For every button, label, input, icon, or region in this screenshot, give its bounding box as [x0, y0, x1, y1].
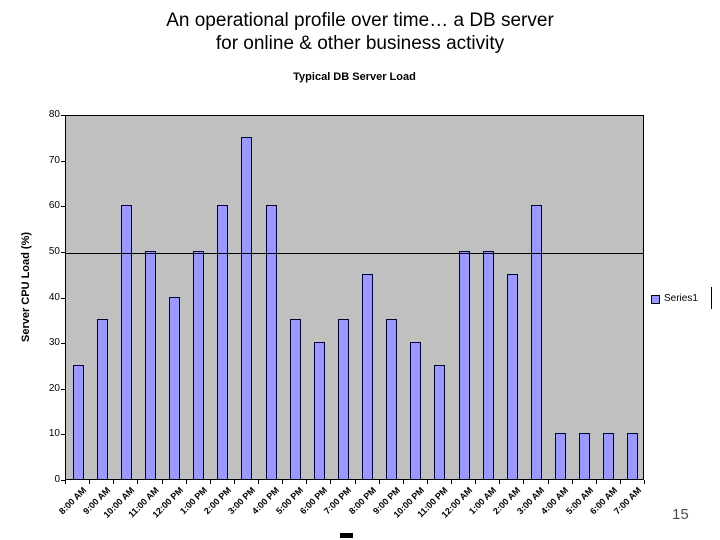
- slide-title-line1: An operational profile over time… a DB s…: [166, 10, 554, 31]
- bar-800pm: [362, 273, 374, 479]
- legend: Series1: [651, 293, 698, 305]
- y-tick-label-60: 60: [48, 200, 60, 212]
- bar-1200pm: [169, 296, 181, 479]
- series1-swatch-icon: [651, 294, 660, 304]
- x-tick-mark: [306, 480, 308, 484]
- x-tick-mark: [258, 480, 259, 484]
- y-tick-label-30: 30: [48, 337, 60, 349]
- bar-800am: [72, 364, 84, 479]
- bar-100am: [482, 250, 494, 479]
- x-tick-mark: [523, 480, 525, 484]
- plot-area: [65, 115, 644, 480]
- bar-400pm: [265, 205, 277, 479]
- bar-700pm: [337, 319, 349, 479]
- x-tick-mark: [547, 480, 549, 484]
- x-tick-mark: [619, 480, 621, 484]
- x-tick-mark: [65, 480, 66, 484]
- slide-title: An operational profile over time… a DB s…: [0, 9, 720, 55]
- y-tick-label-70: 70: [48, 154, 60, 166]
- slide-title-line2: for online & other business activity: [215, 33, 505, 54]
- bar-100pm: [193, 250, 205, 479]
- legend-border-edge: [711, 287, 712, 309]
- y-tick-mark: [61, 297, 65, 299]
- bar-900pm: [386, 319, 398, 479]
- y-tick-mark: [61, 115, 65, 116]
- y-tick-label-20: 20: [48, 382, 60, 394]
- bar-500am: [579, 433, 591, 479]
- y-tick-label-0: 0: [54, 474, 60, 485]
- bar-600pm: [313, 342, 325, 479]
- x-tick-mark: [354, 480, 356, 484]
- y-tick-label-40: 40: [48, 291, 60, 303]
- bar-300pm: [241, 136, 253, 479]
- x-tick-mark: [595, 480, 597, 484]
- bar-300am: [530, 205, 542, 479]
- x-tick-mark: [209, 480, 211, 484]
- x-tick-mark: [451, 480, 452, 484]
- x-tick-mark: [644, 480, 645, 484]
- bar-900am: [96, 319, 108, 479]
- chart-title: Typical DB Server Load: [293, 71, 416, 83]
- x-tick-mark: [282, 480, 284, 484]
- x-tick-mark: [378, 480, 380, 484]
- bar-1000pm: [410, 342, 422, 479]
- bar-1200am: [458, 250, 470, 479]
- x-tick-mark: [89, 480, 91, 484]
- reference-line-50: [66, 252, 643, 254]
- x-tick-mark: [137, 480, 139, 484]
- y-tick-mark: [61, 434, 65, 436]
- y-tick-mark: [61, 388, 65, 390]
- y-tick-mark: [61, 206, 65, 208]
- y-tick-mark: [61, 251, 65, 253]
- legend-label: Series1: [664, 293, 698, 304]
- x-tick-mark: [499, 480, 501, 484]
- bar-200pm: [217, 205, 229, 479]
- y-tick-mark: [61, 480, 65, 481]
- y-tick-label-10: 10: [48, 428, 60, 440]
- footer-marker: [340, 533, 353, 538]
- bar-200am: [506, 273, 518, 479]
- y-tick-label-50: 50: [48, 245, 60, 257]
- bar-400am: [555, 433, 567, 479]
- x-tick-mark: [185, 480, 187, 484]
- bar-600am: [603, 433, 615, 479]
- bar-700am: [627, 433, 639, 479]
- x-tick-mark: [330, 480, 332, 484]
- y-tick-mark: [61, 343, 65, 345]
- x-tick-mark: [161, 480, 163, 484]
- bar-1100pm: [434, 364, 446, 479]
- bar-1000am: [120, 205, 132, 479]
- x-tick-mark: [233, 480, 235, 484]
- bar-1100am: [144, 250, 156, 479]
- y-tick-label-80: 80: [48, 109, 60, 120]
- page-number: 15: [672, 506, 689, 523]
- x-tick-mark: [475, 480, 477, 484]
- x-tick-mark: [426, 480, 428, 484]
- y-tick-mark: [61, 160, 65, 162]
- x-tick-mark: [402, 480, 404, 484]
- x-tick-mark: [571, 480, 573, 484]
- x-tick-mark: [113, 480, 115, 484]
- bar-500pm: [289, 319, 301, 479]
